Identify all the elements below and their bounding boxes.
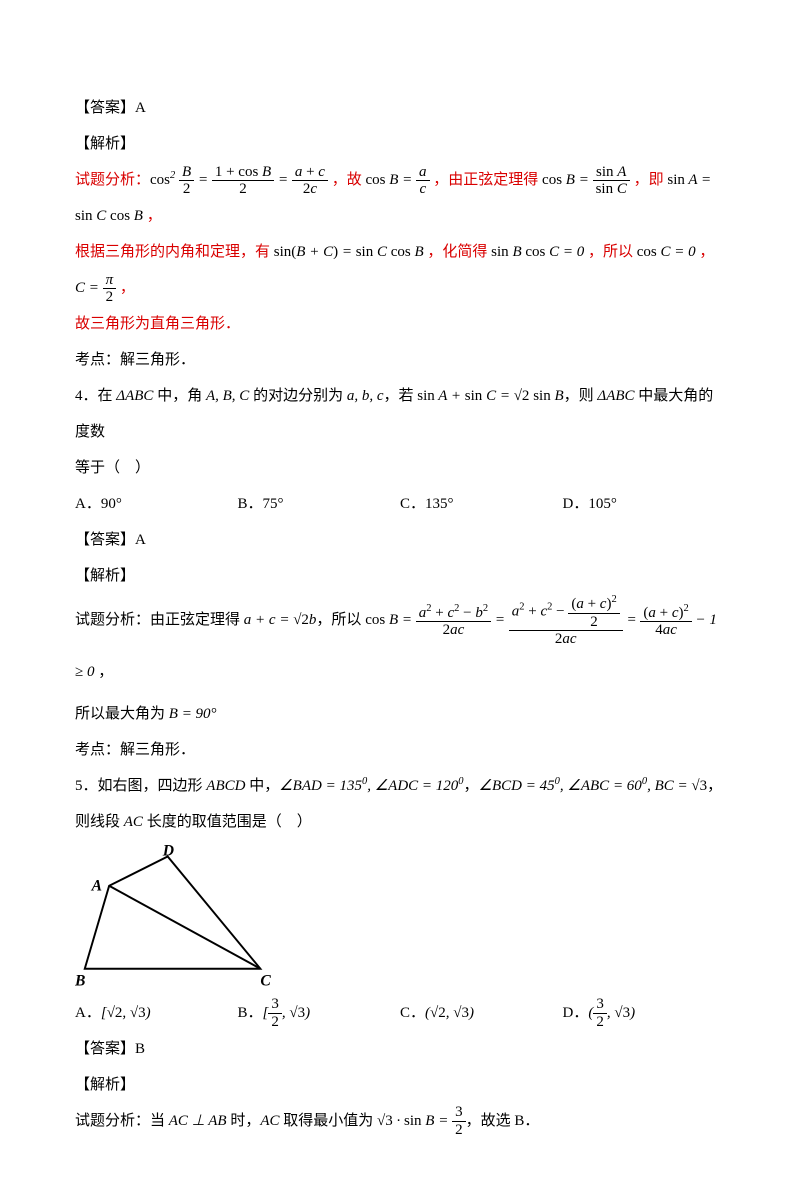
q4-stem-a: 4．在 ΔABC 中，角 A, B, C 的对边分别为 a, b, c，若 si… <box>75 378 725 450</box>
q4-topic: 考点：解三角形． <box>75 732 725 768</box>
q3-topic: 考点：解三角形． <box>75 342 725 378</box>
q4-options: A．90° B．75° C．135° D．105° <box>75 486 725 522</box>
q5-stem-b: 则线段 AC 长度的取值范围是（ ） <box>75 804 725 840</box>
vertex-label-a: A <box>91 877 102 894</box>
analysis-prefix: 试题分析：由正弦定理得 <box>75 612 244 628</box>
q5-analysis-step1: 试题分析：当 AC ⊥ AB 时，AC 取得最小值为 √3 · sin B = … <box>75 1103 725 1139</box>
q5-stem-a: 5．如右图，四边形 ABCD 中，∠BAD = 1350, ∠ADC = 120… <box>75 768 725 804</box>
q4-option-a: A．90° <box>75 486 238 522</box>
q4-option-c: C．135° <box>400 486 563 522</box>
q5-option-c: C．(√2, √3) <box>400 995 563 1031</box>
q3-analysis-step2: 根据三角形的内角和定理，有 sin(B + C) = sin C cos B ，… <box>75 234 725 306</box>
q4-number: 4． <box>75 388 98 404</box>
q4-option-d: D．105° <box>563 486 726 522</box>
q5-option-a: A．[√2, √3) <box>75 995 238 1031</box>
q5-number: 5． <box>75 778 98 794</box>
q4-answer: 【答案】A <box>75 522 725 558</box>
q4-option-b: B．75° <box>238 486 401 522</box>
q3-analysis-step1: 试题分析：cos2 B2 = 1 + cos B2 = a + c2c ，故 c… <box>75 162 725 234</box>
q4-analysis-step2: 所以最大角为 B = 90° <box>75 696 725 732</box>
vertex-label-c: C <box>260 972 271 989</box>
q5-options: A．[√2, √3) B．[32, √3) C．(√2, √3) D．(32, … <box>75 995 725 1031</box>
q4-stem-b: 等于（ ） <box>75 450 725 486</box>
vertex-label-b: B <box>75 972 85 989</box>
q5-option-b: B．[32, √3) <box>238 995 401 1031</box>
q5-analysis-label: 【解析】 <box>75 1067 725 1103</box>
q5-figure: A B C D <box>75 845 275 990</box>
q3-answer: 【答案】A <box>75 90 725 126</box>
q3-analysis-label: 【解析】 <box>75 126 725 162</box>
q5-answer: 【答案】B <box>75 1031 725 1067</box>
vertex-label-d: D <box>162 845 174 860</box>
q4-analysis-step1: 试题分析：由正弦定理得 a + c = √2b，所以 cos B = a2 + … <box>75 594 725 696</box>
q4-analysis-label: 【解析】 <box>75 558 725 594</box>
q5-option-d: D．(32, √3) <box>563 995 726 1031</box>
q3-analysis-step3: 故三角形为直角三角形． <box>75 306 725 342</box>
analysis-prefix: 试题分析： <box>75 172 150 188</box>
